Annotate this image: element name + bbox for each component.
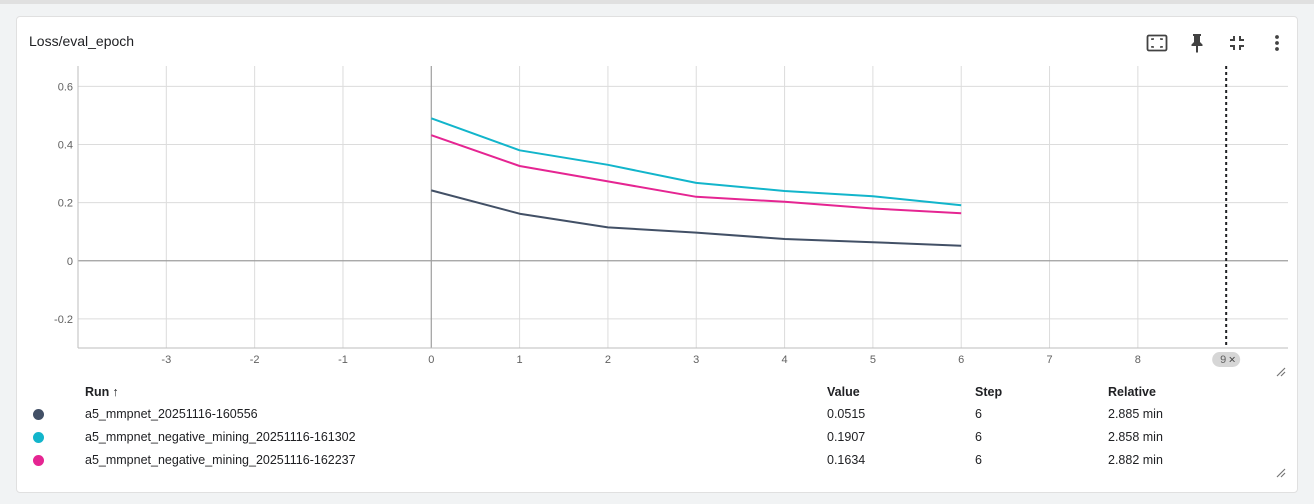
- more-options-button[interactable]: [1263, 29, 1291, 57]
- run-header-label: Run: [85, 385, 110, 399]
- y-tick-label: 0.2: [58, 198, 73, 210]
- line-chart[interactable]: -0.2 0 0.2 0.4 0.6 -3 -2 -1 0 1 2 3 4 5 6 7 8 9 ×: [17, 17, 1299, 494]
- x-tick-label: 3: [693, 354, 699, 366]
- run-header[interactable]: Run ↑: [85, 381, 119, 403]
- run-value: 0.0515: [827, 407, 866, 421]
- x-tick-label: 6: [958, 354, 964, 366]
- collapse-icon: [1230, 36, 1244, 50]
- run-relative: 2.882 min: [1108, 453, 1163, 467]
- x-tick-label: 0: [428, 354, 434, 366]
- run-color-dot: [33, 432, 44, 443]
- pin-icon: [1191, 34, 1203, 53]
- x-tick-label: 2: [605, 354, 611, 366]
- top-border: [0, 0, 1314, 4]
- run-name: a5_mmpnet_negative_mining_20251116-16223…: [85, 453, 356, 467]
- x-tick-label: 7: [1046, 354, 1052, 366]
- y-tick-label: -0.2: [54, 314, 73, 326]
- run-step: 6: [975, 407, 982, 421]
- table-header-row: Run ↑ Value Step Relative: [17, 381, 1299, 403]
- more-vert-icon: [1275, 35, 1279, 51]
- run-step: 6: [975, 453, 982, 467]
- sort-arrow-icon: ↑: [112, 385, 119, 399]
- y-tick-label: 0: [67, 256, 73, 268]
- y-tick-label: 0.6: [58, 81, 73, 93]
- fit-domain-button[interactable]: [1143, 29, 1171, 57]
- y-tick-label: 0.4: [58, 139, 73, 151]
- run-name: a5_mmpnet_negative_mining_20251116-16130…: [85, 430, 356, 444]
- card-toolbar: [1143, 29, 1291, 57]
- run-step: 6: [975, 430, 982, 444]
- step-marker-chip[interactable]: [1212, 352, 1241, 367]
- run-color-dot: [33, 455, 44, 466]
- x-tick-label: 8: [1135, 354, 1141, 366]
- collapse-button[interactable]: [1223, 29, 1251, 57]
- table-row[interactable]: a5_mmpnet_20251116-160556 0.0515 6 2.885…: [17, 403, 1299, 425]
- table-row[interactable]: a5_mmpnet_negative_mining_20251116-16223…: [17, 449, 1299, 471]
- x-tick-label: 1: [517, 354, 523, 366]
- x-tick-label: 4: [782, 354, 788, 366]
- relative-header[interactable]: Relative: [1108, 385, 1156, 399]
- series-line: [430, 134, 962, 215]
- x-tick-label: -2: [250, 354, 260, 366]
- step-marker-close-icon[interactable]: ×: [1229, 353, 1236, 367]
- run-value: 0.1634: [827, 453, 866, 467]
- scalar-card: Loss/eval_epoch -0.2 0 0.2 0.4 0.6-: [16, 16, 1298, 493]
- value-header[interactable]: Value: [827, 385, 860, 399]
- x-tick-label: 5: [870, 354, 876, 366]
- card-title: Loss/eval_epoch: [29, 33, 135, 49]
- series-line: [431, 189, 962, 247]
- run-relative: 2.858 min: [1108, 430, 1163, 444]
- x-tick-label: -1: [338, 354, 348, 366]
- fit-domain-icon: [1146, 34, 1168, 52]
- series-line: [430, 117, 962, 207]
- run-relative: 2.885 min: [1108, 407, 1163, 421]
- step-marker-label: 9: [1220, 354, 1226, 366]
- run-color-dot: [33, 409, 44, 420]
- run-value: 0.1907: [827, 430, 866, 444]
- step-header[interactable]: Step: [975, 385, 1003, 399]
- x-tick-label: -3: [161, 354, 171, 366]
- table-row[interactable]: a5_mmpnet_negative_mining_20251116-16130…: [17, 426, 1299, 448]
- pin-button[interactable]: [1183, 29, 1211, 57]
- chart-resize-icon[interactable]: [1274, 365, 1286, 377]
- table-resize-icon[interactable]: [1274, 466, 1286, 478]
- run-name: a5_mmpnet_20251116-160556: [85, 407, 258, 421]
